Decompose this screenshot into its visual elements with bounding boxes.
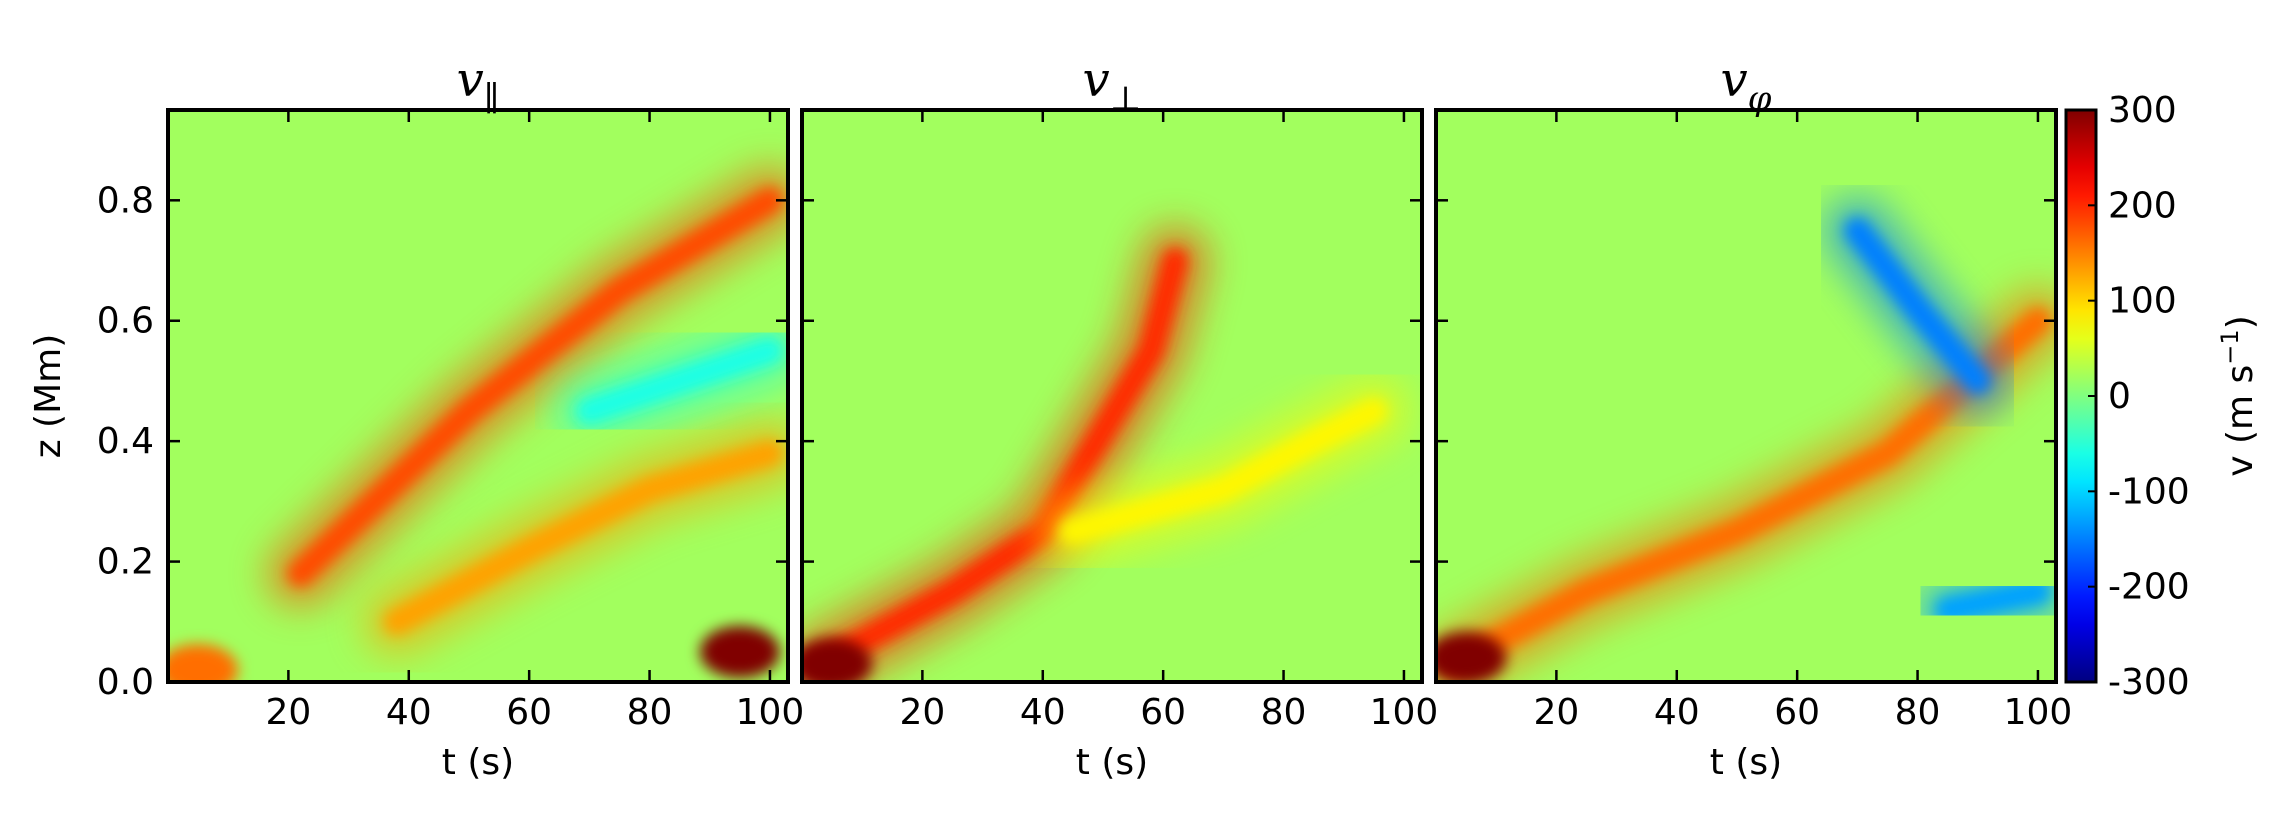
- x-tick-label: 40: [1020, 692, 1066, 733]
- x-tick-label: 60: [1140, 692, 1186, 733]
- panel-title-subscript: φ: [1748, 79, 1772, 119]
- x-tick-label: 20: [1533, 692, 1579, 733]
- colorbar-tick-label: 100: [2108, 281, 2177, 322]
- x-tick-label: 20: [899, 692, 945, 733]
- colorbar-label-close: ): [2220, 315, 2261, 329]
- panel-title: v∥: [457, 52, 500, 119]
- heatmap-field: [1436, 110, 2056, 682]
- heatmap-trough-3: [576, 337, 783, 425]
- colorbar-tick-label: -100: [2108, 471, 2190, 512]
- y-tick-label: 0.8: [97, 180, 154, 221]
- axes-frame: [800, 108, 1424, 684]
- colorbar: 300 200 100 0 -100 -200 -300 v (m s−1): [2064, 90, 2261, 703]
- heatmap-field: [802, 110, 1422, 682]
- panel-title-main: v: [1082, 52, 1109, 108]
- x-tick-label: 100: [736, 692, 805, 733]
- colorbar-label-main: v (m s: [2220, 365, 2261, 477]
- heatmap-blob-5: [168, 643, 239, 682]
- x-tick-label: 80: [1261, 692, 1307, 733]
- x-tick-label: 40: [1654, 692, 1700, 733]
- heatmap-blob-4: [699, 625, 780, 678]
- colorbar-tick-label: 200: [2108, 185, 2177, 226]
- heatmap-trough-3: [1934, 578, 2051, 623]
- x-tick-label: 100: [1370, 692, 1439, 733]
- heatmap-blob-3: [802, 637, 873, 682]
- panel-title-main: v: [457, 52, 484, 108]
- colorbar-tick-label: 300: [2108, 90, 2177, 131]
- panel-title-subscript: ⊥: [1110, 79, 1142, 119]
- y-tick-label: 0.4: [97, 421, 154, 462]
- colorbar-tick-label: 0: [2108, 376, 2131, 417]
- y-axis-label: z (Mm): [28, 334, 69, 459]
- x-tick-label: 80: [627, 692, 673, 733]
- heatmap-panel-2: 20 40 60 80 100 t (s) v⊥: [800, 52, 1439, 783]
- heatmap-trough-2: [1844, 217, 1991, 394]
- x-tick-label: 80: [1895, 692, 1941, 733]
- colorbar-label: v (m s−1): [2216, 315, 2261, 477]
- y-tick-label: 0.2: [97, 542, 154, 583]
- panel-title-main: v: [1721, 52, 1748, 108]
- colorbar-tick-label: -300: [2108, 662, 2190, 703]
- y-tick-label: 0.0: [97, 662, 154, 703]
- panel-title: vφ: [1721, 52, 1772, 119]
- colorbar-label-exponent: −1: [2216, 329, 2244, 364]
- y-tick-label: 0.6: [97, 301, 154, 342]
- heatmap-panel-3: 20 40 60 80 100 t (s) vφ: [1434, 52, 2073, 783]
- x-axis-label: t (s): [1076, 742, 1148, 783]
- heatmap-panel-1: 20 40 60 80 100 0.0 0.2 0.4 0.6 0.8 t (s) z (Mm) v∥: [28, 52, 804, 783]
- heatmap-ridge-1: [287, 187, 783, 587]
- x-tick-label: 60: [506, 692, 552, 733]
- panel-title-subscript: ∥: [484, 79, 500, 119]
- x-tick-label: 40: [386, 692, 432, 733]
- x-tick-label: 20: [265, 692, 311, 733]
- heatmap-blob-4: [1436, 631, 1507, 682]
- heatmap-field: [168, 110, 788, 682]
- axes-frame: [1434, 108, 2058, 684]
- heatmap-ridge-1: [1441, 307, 2051, 677]
- heatmap-ridge-2: [1059, 398, 1387, 545]
- heatmap-ridge-2: [383, 440, 783, 635]
- x-axis-label: t (s): [442, 742, 514, 783]
- panel-title: v⊥: [1082, 52, 1141, 119]
- x-axis-label: t (s): [1710, 742, 1782, 783]
- x-tick-label: 60: [1774, 692, 1820, 733]
- x-tick-label: 100: [2004, 692, 2073, 733]
- colorbar-tick-label: -200: [2108, 567, 2190, 608]
- axes-frame: [166, 108, 790, 684]
